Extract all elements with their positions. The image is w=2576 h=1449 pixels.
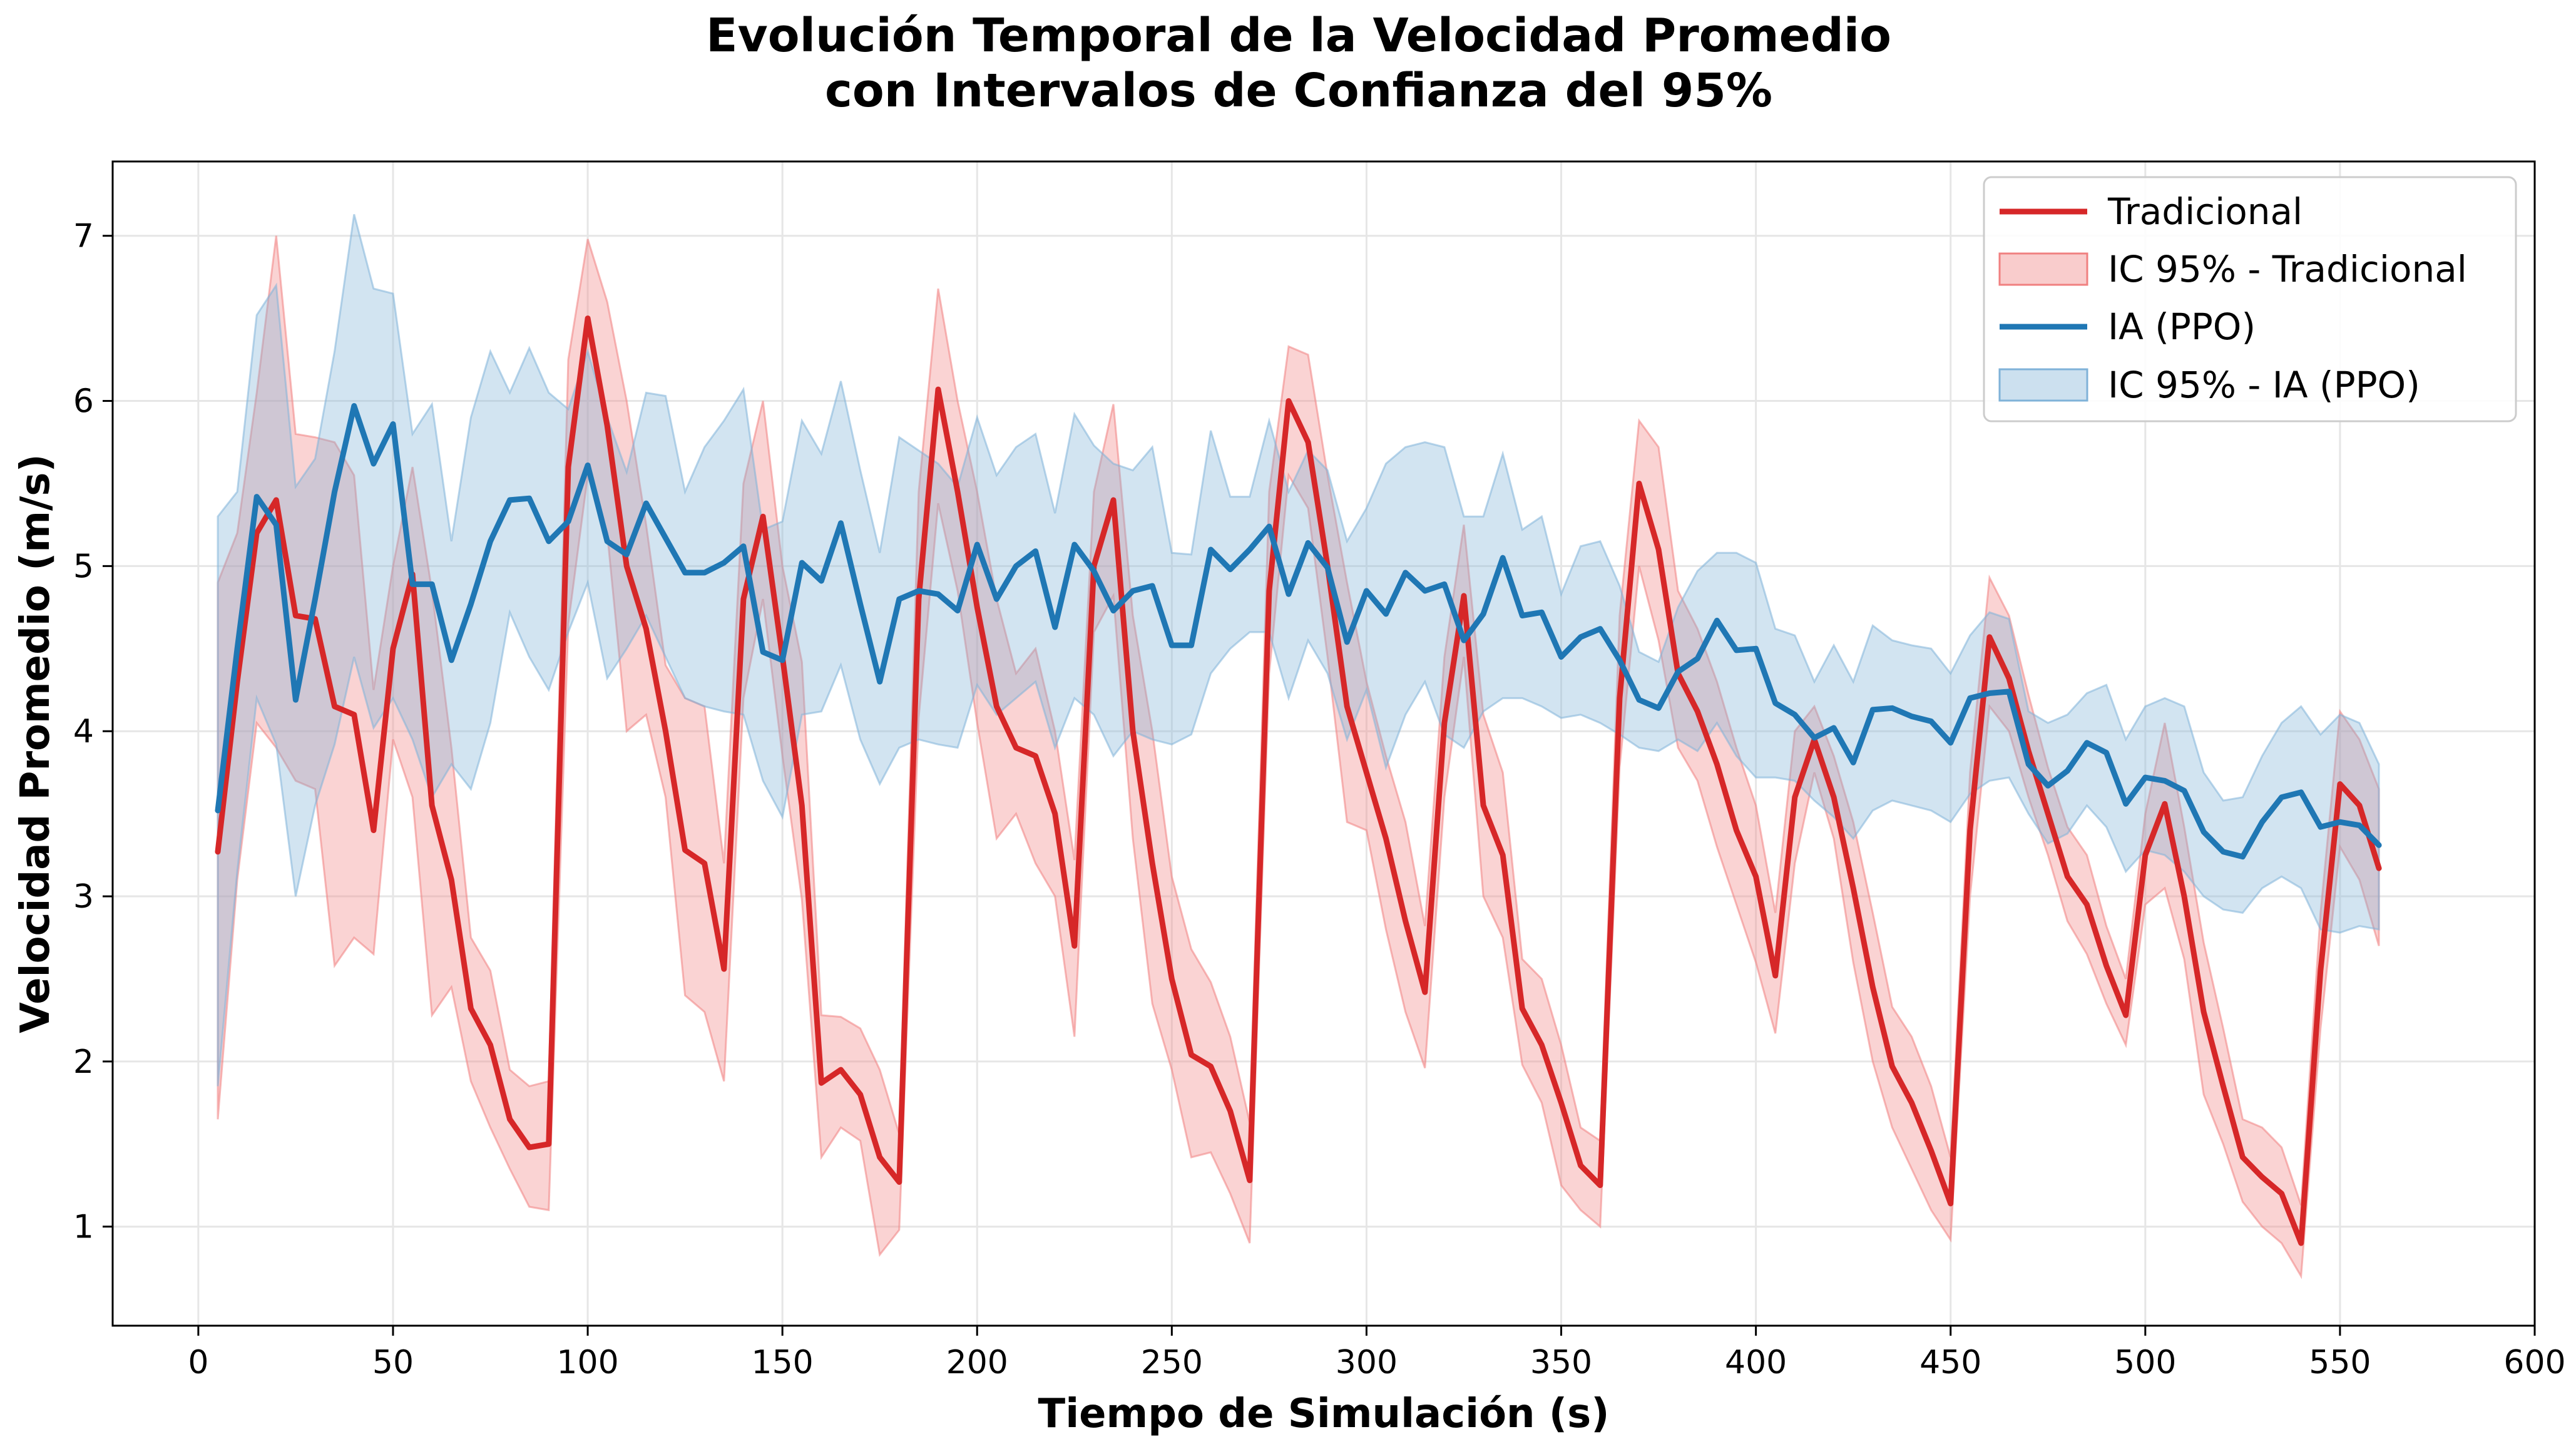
x-axis-label: Tiempo de Simulación (s) <box>1038 1391 1610 1437</box>
x-axis-ticks: 0 50 100 150 200 250 300 350 400 450 500 550 600 <box>188 1326 2566 1381</box>
y-tick-label: 3 <box>73 878 94 916</box>
ci-band-ia-ppo <box>217 214 2380 1087</box>
x-tick-label: 350 <box>1530 1344 1592 1381</box>
x-tick-label: 500 <box>2114 1344 2176 1381</box>
x-tick-label: 150 <box>752 1344 814 1381</box>
legend-swatch-ic-tradicional <box>1998 252 2088 286</box>
x-tick-label: 250 <box>1141 1344 1203 1381</box>
y-axis-label: Velocidad Promedio (m/s) <box>13 454 59 1033</box>
y-tick-label: 1 <box>73 1209 94 1246</box>
y-tick-label: 5 <box>73 548 94 585</box>
x-tick-label: 600 <box>2503 1344 2565 1381</box>
legend-label-tradicional: Tradicional <box>2107 190 2303 233</box>
y-tick-label: 6 <box>73 383 94 421</box>
legend-box <box>1983 176 2517 422</box>
confidence-bands <box>217 214 2380 1279</box>
series-line-ia-ppo <box>215 403 2382 860</box>
x-tick-label: 550 <box>2309 1344 2371 1381</box>
x-tick-label: 400 <box>1725 1344 1787 1381</box>
x-tick-label: 0 <box>188 1344 208 1381</box>
x-tick-label: 50 <box>372 1344 414 1381</box>
x-tick-label: 300 <box>1336 1344 1398 1381</box>
legend-label-ic-tradicional: IC 95% - Tradicional <box>2108 248 2467 290</box>
y-tick-label: 7 <box>73 218 94 255</box>
x-tick-label: 200 <box>946 1344 1008 1381</box>
chart-title-line-2: con Intervalos de Confianza del 95% <box>825 64 1772 118</box>
y-tick-label: 4 <box>73 713 94 750</box>
x-tick-label: 450 <box>1919 1344 1981 1381</box>
legend: Tradicional IC 95% - Tradicional IA (PPO… <box>1983 176 2517 422</box>
legend-label-ia-ppo: IA (PPO) <box>2108 305 2256 348</box>
series-lines <box>215 315 2382 1246</box>
y-axis-ticks: 1 2 3 4 5 6 7 <box>73 218 113 1246</box>
legend-label-ic-ia-ppo: IC 95% - IA (PPO) <box>2108 364 2420 406</box>
chart-title-line-1: Evolución Temporal de la Velocidad Prome… <box>706 9 1891 63</box>
x-tick-label: 100 <box>556 1344 618 1381</box>
y-tick-label: 2 <box>73 1043 94 1081</box>
plot-frame <box>111 160 2536 1327</box>
series-line-tradicional <box>215 315 2382 1246</box>
legend-swatch-ic-ia-ppo <box>1998 368 2088 402</box>
